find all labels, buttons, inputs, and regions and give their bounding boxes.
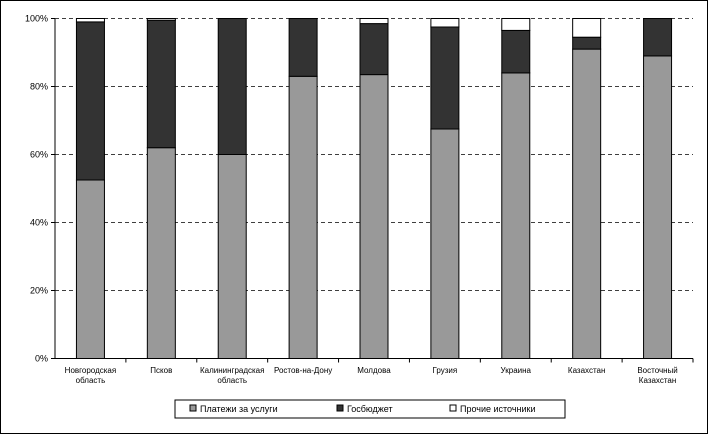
bar-segment — [217, 18, 247, 155]
bar-segment — [146, 18, 176, 21]
y-tick-label: 20% — [30, 286, 48, 296]
legend-swatch — [336, 404, 344, 412]
bar-segment — [217, 154, 247, 359]
y-tick-label: 40% — [30, 218, 48, 228]
y-tick-label: 100% — [25, 14, 48, 24]
x-category-label: Калининградская область — [200, 366, 265, 385]
bar-segment — [288, 75, 318, 360]
bar-segment — [288, 18, 318, 77]
y-tick-labels: 0% 20% 40% 60% 80% 100% — [25, 14, 48, 364]
x-category-label: Восточный Казахстан — [637, 366, 677, 385]
bar-segment — [359, 18, 389, 25]
x-category-label: Украина — [501, 366, 532, 375]
legend-swatch — [449, 404, 457, 412]
x-category-label: Грузия — [433, 366, 458, 375]
legend-swatch — [189, 404, 197, 412]
bar-segment — [501, 18, 531, 31]
y-tick-label: 60% — [30, 150, 48, 160]
bar-segment — [572, 18, 602, 38]
bars — [75, 18, 673, 360]
bar-segment — [430, 26, 460, 130]
legend-label: Госбюджет — [347, 404, 393, 414]
bar-segment — [643, 18, 673, 57]
y-tick-label: 80% — [30, 82, 48, 92]
bar-segment — [430, 18, 460, 28]
x-category-label: Молдова — [357, 366, 391, 375]
x-category-label: Ростов-на-Дону — [274, 366, 332, 375]
axes — [54, 18, 693, 359]
bar-segment — [75, 18, 105, 23]
x-category-label: Новгородская область — [65, 366, 117, 385]
legend-box — [174, 399, 566, 419]
x-category-labels: Новгородская область Псков Калининградская о… — [65, 366, 678, 385]
x-category-label: Псков — [150, 366, 172, 375]
bar-segment — [359, 74, 389, 359]
y-tick-label: 0% — [35, 354, 48, 364]
bar-segment — [75, 21, 105, 181]
bar-segment — [572, 36, 602, 50]
bar-segment — [146, 147, 176, 359]
legend-label: Платежи за услуги — [200, 404, 278, 414]
bar-segment — [501, 29, 531, 74]
x-category-label: Казахстан — [568, 366, 606, 375]
bar-segment — [643, 55, 673, 360]
bar-segment — [359, 23, 389, 76]
bar-segment — [75, 179, 105, 359]
legend: Платежи за услуги Госбюджет Прочие источни… — [174, 399, 566, 419]
bar-segment — [430, 128, 460, 359]
bar-segment — [146, 19, 176, 149]
bar-segment — [501, 72, 531, 360]
bar-segment — [572, 48, 602, 359]
legend-label: Прочие источники — [460, 404, 536, 414]
